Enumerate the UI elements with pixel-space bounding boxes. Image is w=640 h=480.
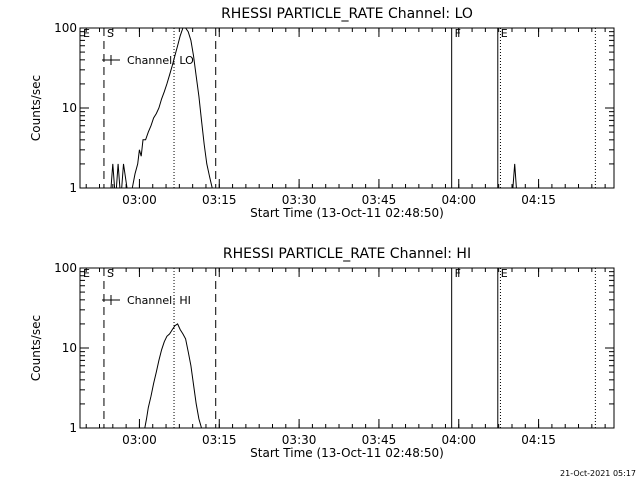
x-tick-label: 03:15 [202,433,237,447]
lo-channel-panel: RHESSI PARTICLE_RATE Channel: LO 1 10 100 03… [29,6,615,220]
x-tick-label: 03:45 [362,193,397,207]
x-tick-label: 03:15 [202,193,237,207]
event-marker-label: E [83,267,90,280]
series-line [144,323,202,429]
x-tick-label: 03:30 [282,433,317,447]
legend-label: Channel: LO [127,54,194,67]
x-axis-label: Start Time (13-Oct-11 02:48:50) [250,206,444,220]
footer-timestamp: 21-Oct-2021 05:17 [560,469,636,478]
x-tick-label: 04:15 [521,193,556,207]
x-tick-label: 03:00 [122,433,157,447]
event-marker-label: E [501,267,508,280]
event-marker-label: S [107,267,114,280]
series-line [110,27,517,189]
event-marker-label: E [83,27,90,40]
x-tick-label: 03:00 [122,193,157,207]
y-tick-label: 10 [62,341,77,355]
x-tick-label: 04:15 [521,433,556,447]
y-tick-label: 10 [62,101,77,115]
plot-frame [79,27,615,189]
event-marker-label: E [501,27,508,40]
chart-title: RHESSI PARTICLE_RATE Channel: HI [223,246,471,262]
x-tick-label: 03:45 [362,433,397,447]
hi-channel-panel: RHESSI PARTICLE_RATE Channel: HI 1 10 100 03… [29,246,615,460]
event-marker-label: F [455,27,461,40]
event-marker-label: S [107,27,114,40]
x-tick-label: 04:00 [441,433,476,447]
event-marker-label: F [455,267,461,280]
legend-label: Channel: HI [127,294,191,307]
y-tick-label: 1 [69,421,77,435]
y-axis-label: Counts/sec [29,315,43,381]
x-axis-label: Start Time (13-Oct-11 02:48:50) [250,446,444,460]
plot-frame [79,267,615,429]
x-tick-label: 03:30 [282,193,317,207]
y-tick-label: 1 [69,181,77,195]
chart-title: RHESSI PARTICLE_RATE Channel: LO [221,6,473,22]
x-tick-label: 04:00 [441,193,476,207]
y-axis-label: Counts/sec [29,75,43,141]
y-tick-label: 100 [54,21,77,35]
y-tick-label: 100 [54,261,77,275]
